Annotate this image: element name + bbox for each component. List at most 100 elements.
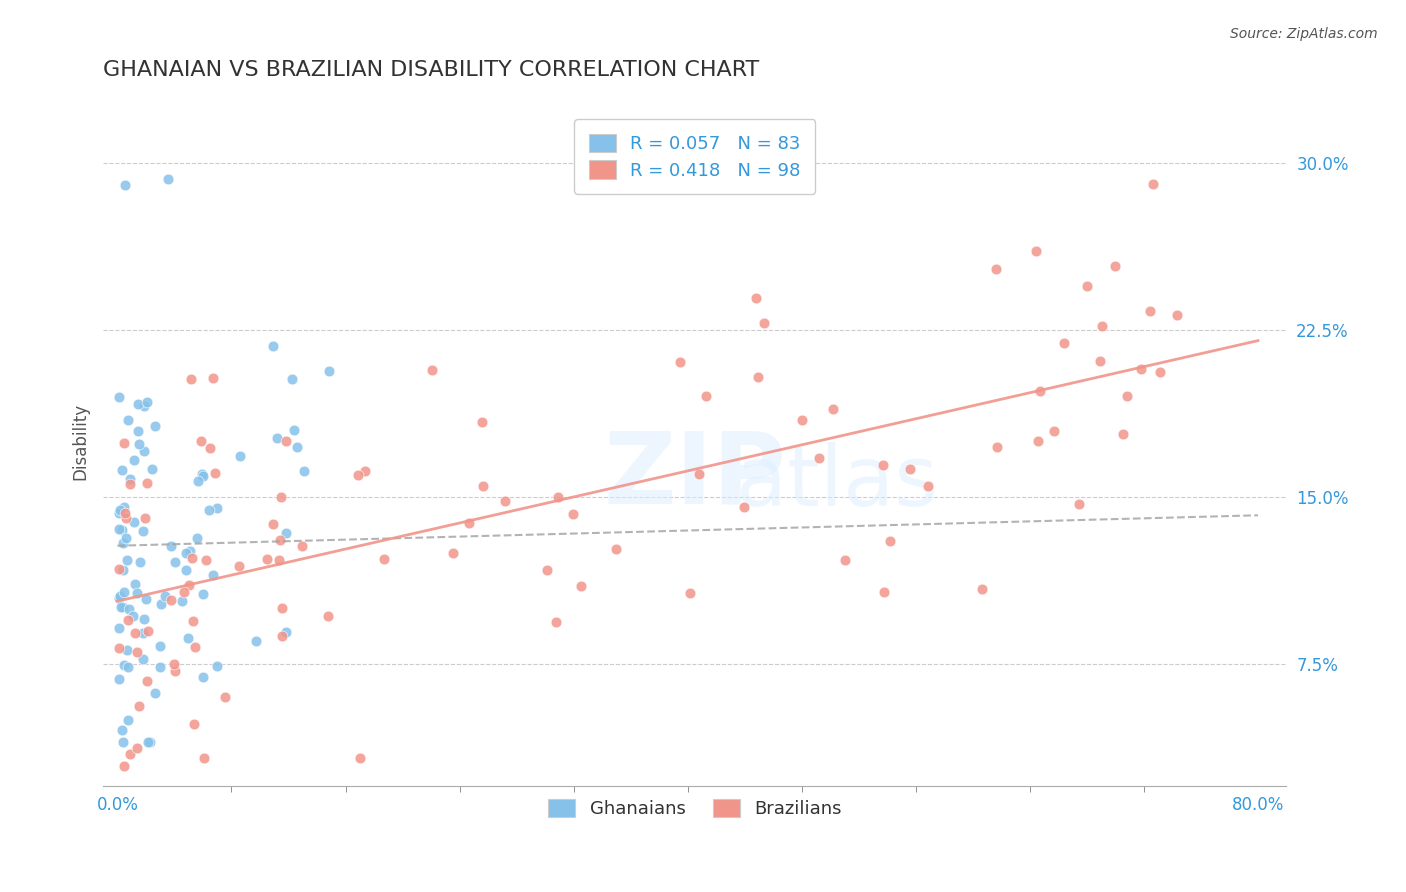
Point [177,631,200,645]
Point [1076,278,1098,293]
Point [544,615,567,630]
Point [108,506,131,520]
Point [163,555,186,569]
Point [186,531,208,545]
Point [214,690,236,704]
Point [125,585,148,599]
Point [562,507,585,521]
Point [111,523,134,537]
Point [132,444,155,458]
Point [270,600,292,615]
Point [108,591,131,605]
Point [274,434,297,448]
Point [679,586,702,600]
Point [122,516,145,530]
Text: atlas: atlas [735,442,938,524]
Point [108,672,131,686]
Point [205,658,228,673]
Point [114,178,136,193]
Point [986,262,1008,277]
Point [195,553,218,567]
Point [536,563,558,577]
Point [108,503,131,517]
Point [170,593,193,607]
Point [183,717,205,731]
Point [135,592,157,607]
Point [193,469,215,483]
Point [1067,497,1090,511]
Point [269,553,291,567]
Point [269,533,291,547]
Point [1139,304,1161,318]
Point [149,639,172,653]
Point [193,750,215,764]
Point [201,370,224,384]
Point [127,397,149,411]
Point [807,450,830,465]
Point [127,644,149,658]
Point [117,413,139,427]
Point [180,372,202,386]
Point [420,363,443,377]
Point [153,590,176,604]
Point [143,418,166,433]
Point [349,750,371,764]
Point [112,584,135,599]
Point [198,442,221,456]
Point [150,597,173,611]
Point [115,553,138,567]
Point [132,625,155,640]
Point [747,370,769,384]
Point [132,652,155,666]
Point [121,609,143,624]
Point [118,747,141,761]
Point [695,389,717,403]
Point [270,491,292,505]
Point [688,467,710,482]
Point [174,563,197,577]
Point [132,524,155,538]
Point [160,539,183,553]
Point [1091,318,1114,333]
Point [120,472,142,486]
Point [872,458,894,472]
Point [112,735,135,749]
Point [274,525,297,540]
Point [274,624,297,639]
Point [202,568,225,582]
Point [245,634,267,648]
Point [112,500,135,514]
Point [873,585,896,599]
Point [821,401,844,416]
Point [318,609,340,624]
Point [177,578,200,592]
Point [165,665,187,679]
Point [256,551,278,566]
Point [292,464,315,478]
Point [181,614,204,628]
Point [108,640,131,655]
Text: ZIP: ZIP [603,427,786,524]
Point [1104,260,1126,274]
Point [115,511,138,525]
Point [198,502,221,516]
Point [834,553,856,567]
Point [134,511,156,525]
Point [112,759,135,773]
Point [117,602,139,616]
Point [204,467,226,481]
Point [108,621,131,635]
Point [1043,424,1066,438]
Point [266,431,288,445]
Point [733,500,755,514]
Point [139,735,162,749]
Point [986,440,1008,454]
Point [1088,353,1111,368]
Point [373,552,395,566]
Point [228,559,250,574]
Point [291,539,314,553]
Point [124,625,146,640]
Point [111,536,134,550]
Point [179,543,201,558]
Point [129,555,152,569]
